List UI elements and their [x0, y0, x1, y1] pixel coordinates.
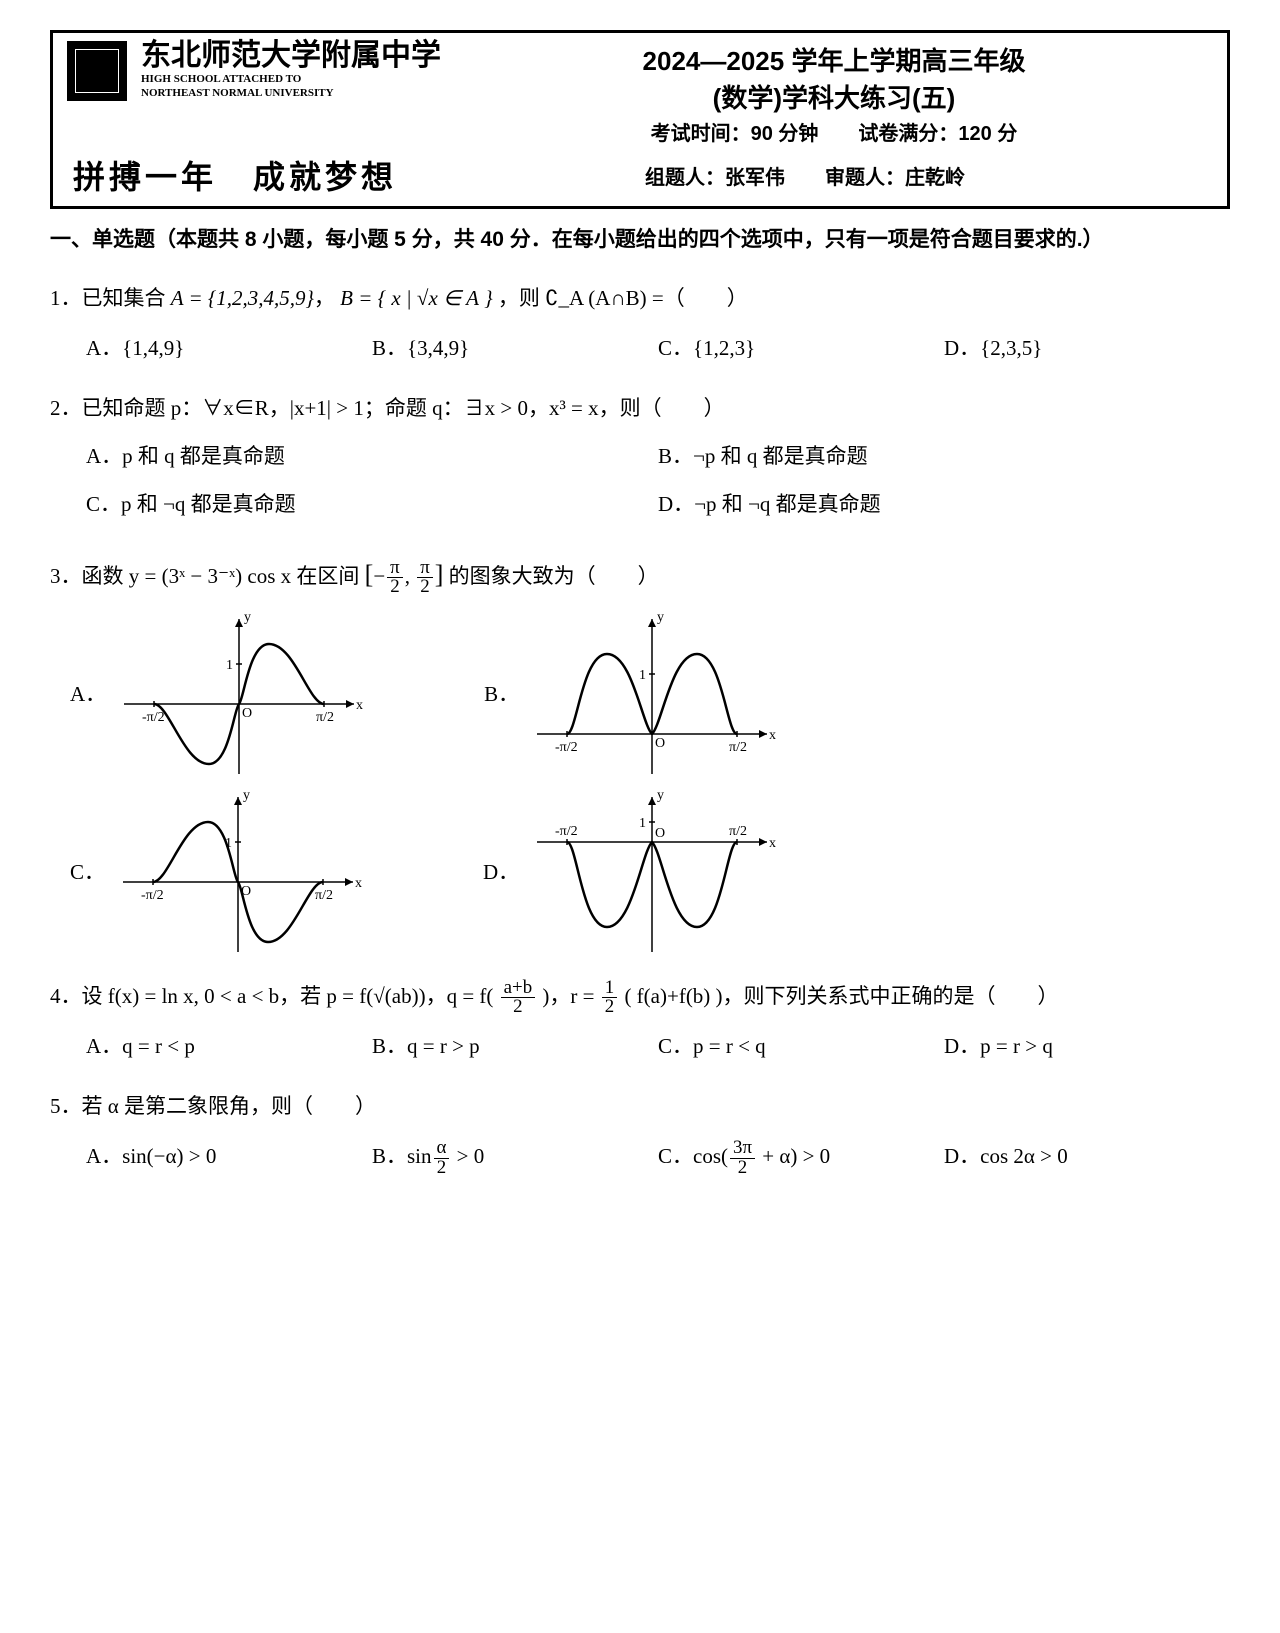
svg-text:π/2: π/2 [316, 710, 334, 725]
svg-text:-π/2: -π/2 [141, 888, 164, 903]
q5-opt-C: C．cos(3π2 + α) > 0 [658, 1135, 944, 1178]
q3-label-A: A． [70, 673, 106, 715]
graph-D-svg: x y O -π/2 π/2 1 [527, 787, 777, 957]
svg-text:y: y [657, 610, 664, 625]
q5-opt-D: D．cos 2α > 0 [944, 1135, 1230, 1178]
q3-label-C: C． [70, 851, 105, 893]
svg-text:x: x [356, 698, 363, 713]
q1-stem-post: ，则 ∁_A (A∩B) =（ ） [498, 286, 748, 310]
svg-text:O: O [655, 826, 665, 841]
question-4: 4．设 f(x) = ln x, 0 < a < b，若 p = f(√(ab)… [50, 975, 1230, 1068]
q5-opt-B: B．sinα2 > 0 [372, 1135, 658, 1178]
svg-text:x: x [355, 876, 362, 891]
svg-text:-π/2: -π/2 [555, 824, 578, 839]
svg-text:1: 1 [639, 816, 646, 831]
svg-text:π/2: π/2 [729, 740, 747, 755]
q4-stem-pre: 4．设 f(x) = ln x, 0 < a < b，若 p = f(√(ab)… [50, 984, 493, 1008]
svg-text:O: O [655, 736, 665, 751]
exam-title-1: 2024—2025 学年上学期高三年级 [455, 41, 1213, 78]
school-name-en-1: HIGH SCHOOL ATTACHED TO [141, 73, 441, 85]
q2-opt-D: D．¬p 和 ¬q 都是真命题 [658, 483, 1230, 525]
q1-set-A: A = {1,2,3,4,5,9} [171, 286, 314, 310]
question-5: 5．若 α 是第二象限角，则（ ） A．sin(−α) > 0 B．sinα2 … [50, 1085, 1230, 1178]
q4-opt-A: A．q = r < p [86, 1025, 372, 1067]
q3-graph-B: B． x y O -π/2 π/2 1 [484, 609, 777, 779]
graph-C-svg: x y O -π/2 π/2 1 [113, 787, 363, 957]
svg-text:-π/2: -π/2 [555, 740, 578, 755]
school-name-cn: 东北师范大学附属中学 [141, 41, 441, 71]
q4-opt-B: B．q = r > p [372, 1025, 658, 1067]
q3-stem-pre: 3．函数 y = (3ˣ − 3⁻ˣ) cos x 在区间 [50, 564, 365, 588]
q1-set-B-post: } [484, 286, 492, 310]
q1-opt-A: A．{1,4,9} [86, 327, 372, 369]
q1-stem-pre: 1．已知集合 [50, 286, 171, 310]
svg-text:O: O [242, 706, 252, 721]
school-logo [67, 41, 127, 101]
q3-label-D: D． [483, 851, 519, 893]
svg-text:π/2: π/2 [729, 824, 747, 839]
svg-text:-π/2: -π/2 [142, 710, 165, 725]
question-1: 1．已知集合 A = {1,2,3,4,5,9}， B = { x | √x ∈… [50, 277, 1230, 369]
q5-opt-A: A．sin(−α) > 0 [86, 1135, 372, 1178]
q3-stem-post: 的图象大致为（ ） [449, 564, 659, 588]
q2-opt-C: C．p 和 ¬q 都是真命题 [86, 483, 658, 525]
q3-graph-D: D． x y O -π/2 π/2 1 [483, 787, 777, 957]
q4-stem-mid: )，r = [542, 984, 599, 1008]
q4-stem-post: ( f(a)+f(b) )，则下列关系式中正确的是（ ） [624, 984, 1058, 1008]
slogan: 拼搏一年 成就梦想 [67, 152, 397, 198]
q5-stem: 5．若 α 是第二象限角，则（ ） [50, 1094, 376, 1118]
svg-text:π/2: π/2 [315, 888, 333, 903]
q2-opt-A: A．p 和 q 都是真命题 [86, 435, 658, 477]
question-2: 2．已知命题 p：∀x∈R，|x+1| > 1；命题 q：∃x > 0，x³ =… [50, 387, 1230, 531]
svg-text:x: x [769, 836, 776, 851]
exam-title-2: (数学)学科大练习(五) [455, 78, 1213, 115]
q2-stem: 2．已知命题 p：∀x∈R，|x+1| > 1；命题 q：∃x > 0，x³ =… [50, 396, 725, 420]
svg-text:1: 1 [639, 668, 646, 683]
q4-opt-C: C．p = r < q [658, 1025, 944, 1067]
svg-text:y: y [244, 610, 251, 625]
q2-opt-B: B．¬p 和 q 都是真命题 [658, 435, 1230, 477]
exam-meta: 考试时间：90 分钟 试卷满分：120 分 [455, 117, 1213, 146]
graph-B-svg: x y O -π/2 π/2 1 [527, 609, 777, 779]
school-name-en-2: NORTHEAST NORMAL UNIVERSITY [141, 87, 441, 99]
q1-opt-B: B．{3,4,9} [372, 327, 658, 369]
q3-label-B: B． [484, 673, 519, 715]
q1-opt-D: D．{2,3,5} [944, 327, 1230, 369]
exam-people: 组题人：张军伟 审题人：庄乾岭 [397, 161, 1213, 190]
q1-set-B-pre: B = { x | [340, 286, 417, 310]
section-1-header: 一、单选题（本题共 8 小题，每小题 5 分，共 40 分．在每小题给出的四个选… [50, 221, 1230, 259]
svg-text:1: 1 [226, 658, 233, 673]
q3-graph-C: C． x y O -π/2 π/2 1 [70, 787, 363, 957]
exam-header: 东北师范大学附属中学 HIGH SCHOOL ATTACHED TO NORTH… [50, 30, 1230, 209]
q3-graph-A: A． x y O -π/2 π/2 1 [70, 609, 364, 779]
q4-opt-D: D．p = r > q [944, 1025, 1230, 1067]
q1-set-B-cond: √x ∈ A [417, 286, 479, 310]
svg-text:y: y [243, 788, 250, 803]
q1-opt-C: C．{1,2,3} [658, 327, 944, 369]
svg-text:y: y [657, 788, 664, 803]
svg-text:x: x [769, 728, 776, 743]
graph-A-svg: x y O -π/2 π/2 1 [114, 609, 364, 779]
question-3: 3．函数 y = (3ˣ − 3⁻ˣ) cos x 在区间 [−π2, π2] … [50, 549, 1230, 957]
